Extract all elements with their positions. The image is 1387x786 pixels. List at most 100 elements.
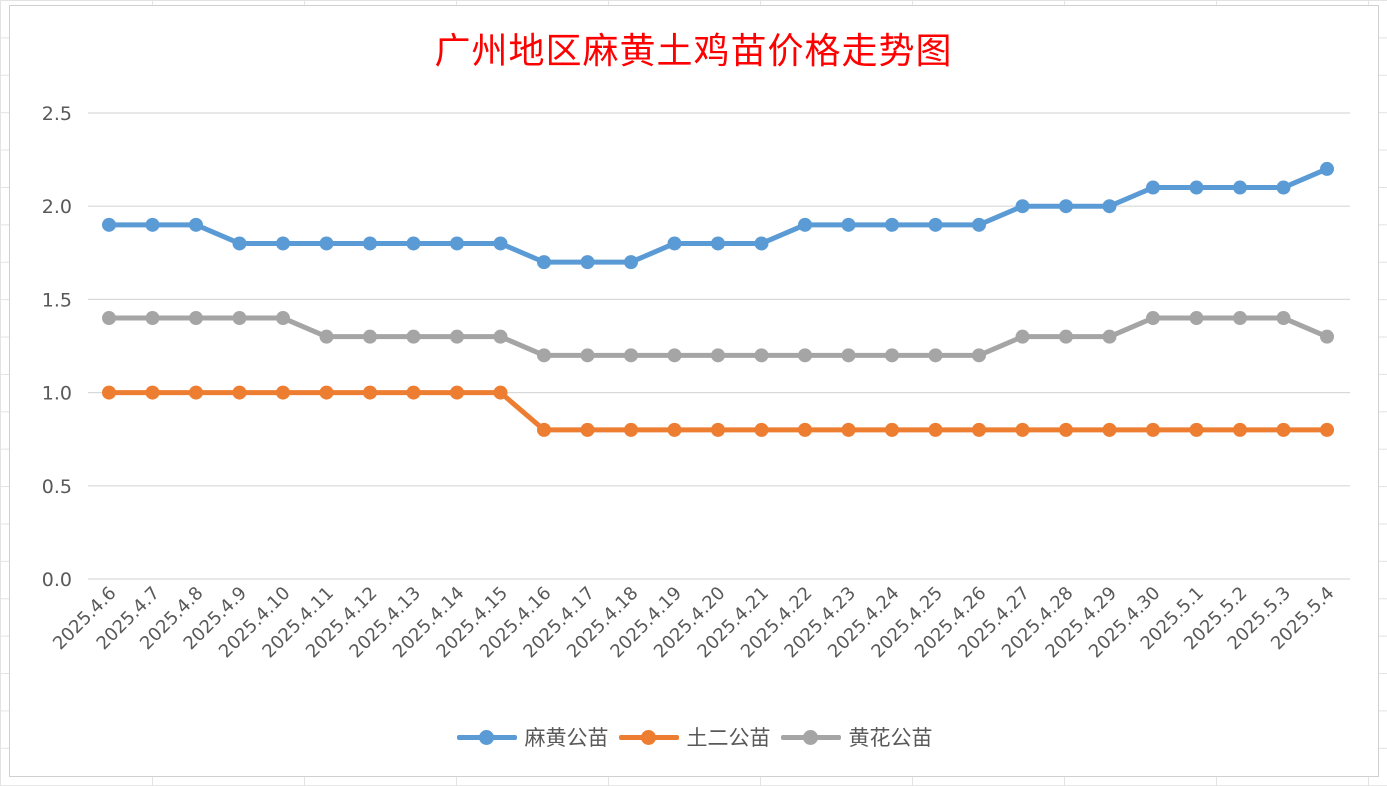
series-1-point-26	[1233, 422, 1247, 437]
series-2-point-7	[406, 329, 421, 344]
series-0-point-13	[667, 236, 682, 251]
series-1-point-5	[319, 385, 334, 400]
series-2-point-22	[1059, 329, 1073, 344]
series-1-point-17	[841, 422, 856, 437]
series-1-point-14	[711, 422, 725, 437]
legend-item-series-2: 黄花公苗	[779, 722, 933, 752]
y-tick-label-1: 0.5	[42, 476, 72, 498]
series-2-point-26	[1233, 311, 1247, 326]
series-0-point-23	[1102, 199, 1117, 214]
series-1-point-15	[754, 422, 769, 437]
series-2-point-3	[232, 311, 247, 326]
series-0-point-26	[1233, 180, 1247, 195]
series-0-point-0	[102, 217, 116, 232]
series-0-point-10	[537, 255, 551, 270]
series-2-point-11	[580, 348, 595, 363]
series-1-point-19	[928, 422, 943, 437]
series-2-point-28	[1320, 329, 1334, 344]
series-1-point-21	[1015, 422, 1030, 437]
series-1-point-11	[580, 422, 595, 437]
chart-legend: 麻黄公苗 土二公苗 黄花公苗	[0, 722, 1387, 752]
series-1-point-6	[363, 385, 377, 400]
series-1-point-3	[232, 385, 247, 400]
series-0-point-18	[885, 217, 899, 232]
series-2-point-12	[624, 348, 638, 363]
series-0-point-22	[1059, 199, 1073, 214]
series-2-point-17	[841, 348, 856, 363]
series-1-point-12	[624, 422, 638, 437]
series-2-point-18	[885, 348, 899, 363]
y-tick-label-4: 2.0	[42, 196, 72, 218]
series-2-point-1	[145, 311, 160, 326]
series-0-point-21	[1015, 199, 1030, 214]
series-2-point-0	[102, 311, 116, 326]
series-2-point-20	[972, 348, 986, 363]
legend-label-series-0: 麻黄公苗	[524, 726, 609, 750]
series-0-point-8	[450, 236, 464, 251]
series-1-point-7	[406, 385, 421, 400]
series-2-point-24	[1146, 311, 1160, 326]
y-tick-label-5: 2.5	[42, 103, 72, 125]
chart-title: 广州地区麻黄土鸡苗价格走势图	[434, 31, 953, 72]
series-2-point-6	[363, 329, 377, 344]
legend-label-series-1: 土二公苗	[686, 726, 771, 750]
series-0-point-11	[580, 255, 595, 270]
y-tick-label-0: 0.0	[42, 569, 72, 591]
series-2-point-19	[928, 348, 943, 363]
series-2-point-14	[711, 348, 725, 363]
series-1-point-10	[537, 422, 551, 437]
series-0-point-7	[406, 236, 421, 251]
series-1-point-27	[1276, 422, 1291, 437]
legend-item-series-1: 土二公苗	[617, 722, 771, 752]
series-1-point-0	[102, 385, 116, 400]
series-0-point-28	[1320, 161, 1334, 176]
series-1-point-18	[885, 422, 899, 437]
series-0-point-16	[798, 217, 812, 232]
series-0-point-14	[711, 236, 725, 251]
series-1-point-13	[667, 422, 682, 437]
series-2-point-27	[1276, 311, 1291, 326]
y-tick-label-3: 1.5	[42, 289, 72, 311]
series-1-point-20	[972, 422, 986, 437]
series-2-point-4	[276, 311, 290, 326]
y-tick-label-2: 1.0	[42, 383, 72, 405]
series-2-point-23	[1102, 329, 1117, 344]
series-1-point-4	[276, 385, 290, 400]
series-0-point-6	[363, 236, 377, 251]
series-0-point-5	[319, 236, 334, 251]
series-0-point-2	[189, 217, 203, 232]
series-1-point-16	[798, 422, 812, 437]
series-2-point-5	[319, 329, 334, 344]
legend-item-series-0: 麻黄公苗	[455, 722, 609, 752]
series-2-point-8	[450, 329, 464, 344]
series-1-point-8	[450, 385, 464, 400]
series-0-point-4	[276, 236, 290, 251]
series-0-point-20	[972, 217, 986, 232]
series-1-point-1	[145, 385, 160, 400]
series-1-point-22	[1059, 422, 1073, 437]
series-1-point-23	[1102, 422, 1117, 437]
legend-swatch-series-2	[779, 727, 843, 747]
legend-swatch-series-1	[617, 727, 681, 747]
series-2-point-15	[754, 348, 769, 363]
series-0-point-17	[841, 217, 856, 232]
series-1-point-24	[1146, 422, 1160, 437]
series-0-point-9	[493, 236, 508, 251]
series-2-point-9	[493, 329, 508, 344]
series-2-point-21	[1015, 329, 1030, 344]
series-0-point-19	[928, 217, 943, 232]
series-2-point-13	[667, 348, 682, 363]
series-0-point-3	[232, 236, 247, 251]
series-0-point-24	[1146, 180, 1160, 195]
series-2-point-2	[189, 311, 203, 326]
series-2-point-10	[537, 348, 551, 363]
series-2-point-16	[798, 348, 812, 363]
series-0-point-12	[624, 255, 638, 270]
series-2-point-25	[1189, 311, 1204, 326]
series-1-point-25	[1189, 422, 1204, 437]
series-0-point-15	[754, 236, 769, 251]
series-1-point-9	[493, 385, 508, 400]
series-1-point-28	[1320, 422, 1334, 437]
legend-label-series-2: 黄花公苗	[848, 726, 933, 750]
